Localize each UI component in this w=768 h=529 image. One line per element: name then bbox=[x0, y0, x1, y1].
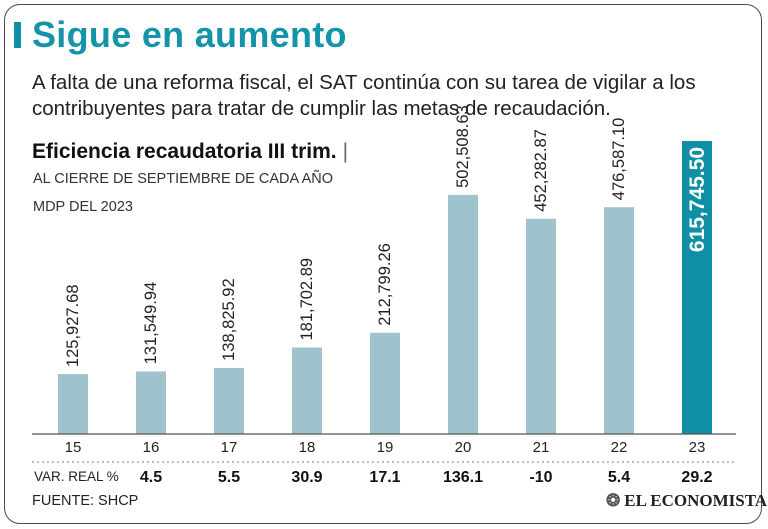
chart-title: Eficiencia recaudatoria III trim. bbox=[32, 140, 337, 163]
infographic-frame bbox=[4, 4, 762, 524]
value-label-22: 476,587.10 bbox=[610, 118, 628, 201]
bar-20 bbox=[448, 194, 478, 434]
chart-title-separator: | bbox=[342, 140, 349, 163]
tick-label-15: 15 bbox=[65, 439, 82, 456]
variation-value-18: 30.9 bbox=[291, 469, 322, 486]
bar-18 bbox=[292, 347, 322, 434]
value-label-18: 181,702.89 bbox=[298, 258, 316, 341]
value-label-20: 502,508.63 bbox=[454, 105, 472, 188]
tick-label-20: 20 bbox=[455, 439, 472, 456]
tick-label-22: 22 bbox=[611, 439, 628, 456]
variation-row-label: VAR. REAL % bbox=[34, 469, 119, 484]
variation-value-16: 4.5 bbox=[140, 469, 162, 486]
brand-name: EL ECONOMISTA bbox=[624, 491, 768, 510]
tick-label-23: 23 bbox=[689, 439, 706, 456]
tick-label-17: 17 bbox=[221, 439, 238, 456]
headline: Sigue en aumento bbox=[32, 14, 347, 55]
chart-subtitle-units: MDP DEL 2023 bbox=[33, 199, 133, 215]
brand-logo: ❂ EL ECONOMISTA bbox=[606, 491, 767, 511]
chart-subtitle-period: AL CIERRE DE SEPTIEMBRE DE CADA AÑO bbox=[33, 171, 334, 187]
value-label-19: 212,799.26 bbox=[376, 243, 394, 326]
value-label-15: 125,927.68 bbox=[64, 284, 82, 367]
variation-value-17: 5.5 bbox=[218, 469, 240, 486]
tick-label-16: 16 bbox=[143, 439, 160, 456]
intro-text: A falta de una reforma fiscal, el SAT co… bbox=[32, 71, 696, 120]
variation-value-23: 29.2 bbox=[681, 469, 712, 486]
value-label-16: 131,549.94 bbox=[142, 282, 160, 365]
variation-value-22: 5.4 bbox=[608, 469, 630, 486]
source-note: FUENTE: SHCP bbox=[32, 493, 139, 509]
bar-23 bbox=[682, 141, 712, 434]
variation-value-19: 17.1 bbox=[369, 469, 400, 486]
tick-label-19: 19 bbox=[377, 439, 394, 456]
bar-17 bbox=[214, 367, 244, 434]
value-label-17: 138,825.92 bbox=[220, 278, 238, 361]
headline-accent-bar bbox=[14, 22, 21, 48]
brand-mark-icon: ❂ bbox=[606, 491, 621, 510]
bar-21 bbox=[526, 218, 556, 434]
chart-title-row: Eficiencia recaudatoria III trim. | bbox=[32, 140, 348, 164]
variation-value-21: -10 bbox=[529, 469, 552, 486]
value-label-23: 615,745.50 bbox=[686, 147, 709, 252]
bar-16 bbox=[136, 371, 166, 434]
bar-15 bbox=[58, 374, 88, 434]
tick-label-18: 18 bbox=[299, 439, 316, 456]
variation-value-20: 136.1 bbox=[443, 469, 483, 486]
value-label-21: 452,282.87 bbox=[532, 129, 550, 212]
bar-22 bbox=[604, 207, 634, 434]
tick-label-21: 21 bbox=[533, 439, 550, 456]
bar-19 bbox=[370, 332, 400, 434]
